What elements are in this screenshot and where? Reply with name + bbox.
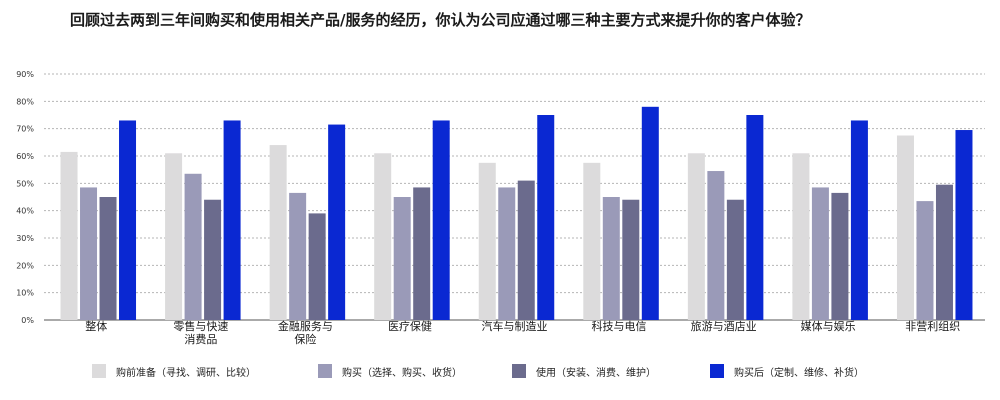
- bar: [60, 151, 78, 320]
- legend-swatch: [710, 364, 724, 378]
- y-tick-label: 90%: [16, 70, 34, 79]
- bar: [707, 171, 725, 320]
- legend-item: 购买后（定制、维修、补货）: [710, 360, 864, 382]
- bar: [583, 162, 601, 320]
- legend-swatch: [512, 364, 526, 378]
- legend-label: 购前准备（寻找、调研、比较）: [116, 367, 256, 379]
- x-tick-label: 媒体与娱乐: [801, 319, 856, 333]
- bar: [165, 153, 183, 320]
- bar: [80, 187, 98, 320]
- y-tick-label: 60%: [16, 152, 34, 161]
- bar: [517, 180, 535, 320]
- bar: [955, 130, 973, 320]
- legend-swatch: [92, 364, 106, 378]
- legend-label: 购买（选择、购买、收货）: [342, 367, 462, 379]
- x-tick-label: 消费品: [184, 332, 217, 346]
- bar: [289, 192, 307, 320]
- x-tick-label: 金融服务与: [278, 319, 333, 333]
- bar: [792, 153, 810, 320]
- y-tick-label: 80%: [16, 97, 34, 106]
- bar: [223, 120, 241, 320]
- bar: [498, 187, 516, 320]
- bar: [602, 197, 620, 320]
- x-tick-label: 保险: [294, 332, 316, 346]
- legend-item: 购前准备（寻找、调研、比较）: [92, 360, 256, 382]
- bar: [184, 173, 202, 320]
- x-tick-label: 汽车与制造业: [482, 319, 548, 333]
- x-tick-label: 零售与快速: [173, 319, 228, 333]
- chart-title: 回顾过去两到三年间购买和使用相关产品/服务的经历，你认为公司应通过哪三种主要方式…: [70, 11, 811, 29]
- bar: [746, 115, 764, 320]
- x-tick-label: 非营利组织: [905, 319, 960, 333]
- legend-swatch: [318, 364, 332, 378]
- x-tick-label: 医疗保健: [388, 319, 432, 333]
- chart-legend: 购前准备（寻找、调研、比较） 购买（选择、购买、收货） 使用（安装、消费、维护） 购买…: [92, 360, 952, 382]
- bar: [935, 184, 953, 320]
- bar: [916, 201, 934, 320]
- bar: [687, 153, 705, 320]
- y-tick-label: 50%: [16, 179, 34, 188]
- y-tick-label: 10%: [16, 289, 34, 298]
- x-tick-label: 旅游与酒店业: [691, 319, 757, 333]
- bar: [478, 162, 496, 320]
- bar: [119, 120, 137, 320]
- legend-item: 购买（选择、购买、收货）: [318, 360, 462, 382]
- bar: [622, 199, 640, 320]
- bar: [269, 145, 287, 320]
- y-tick-label: 70%: [16, 125, 34, 134]
- bar: [641, 106, 659, 320]
- x-tick-label: 整体: [85, 319, 107, 333]
- legend-item: 使用（安装、消费、维护）: [512, 360, 656, 382]
- bar: [811, 187, 829, 320]
- bar: [204, 199, 222, 320]
- bar: [393, 197, 411, 320]
- y-tick-label: 40%: [16, 207, 34, 216]
- bar: [374, 153, 392, 320]
- legend-label: 使用（安装、消费、维护）: [536, 367, 656, 379]
- bar: [896, 135, 914, 320]
- bar: [432, 120, 450, 320]
- y-tick-label: 20%: [16, 261, 34, 270]
- bar: [831, 192, 849, 320]
- x-tick-label: 科技与电信: [592, 319, 647, 333]
- bar: [328, 124, 346, 320]
- y-tick-label: 0%: [21, 316, 34, 325]
- bar: [99, 197, 117, 320]
- bar: [413, 187, 431, 320]
- y-tick-label: 30%: [16, 234, 34, 243]
- legend-label: 购买后（定制、维修、补货）: [734, 367, 864, 379]
- bar: [308, 213, 326, 320]
- bar: [850, 120, 868, 320]
- bar: [726, 199, 744, 320]
- bar: [537, 115, 555, 320]
